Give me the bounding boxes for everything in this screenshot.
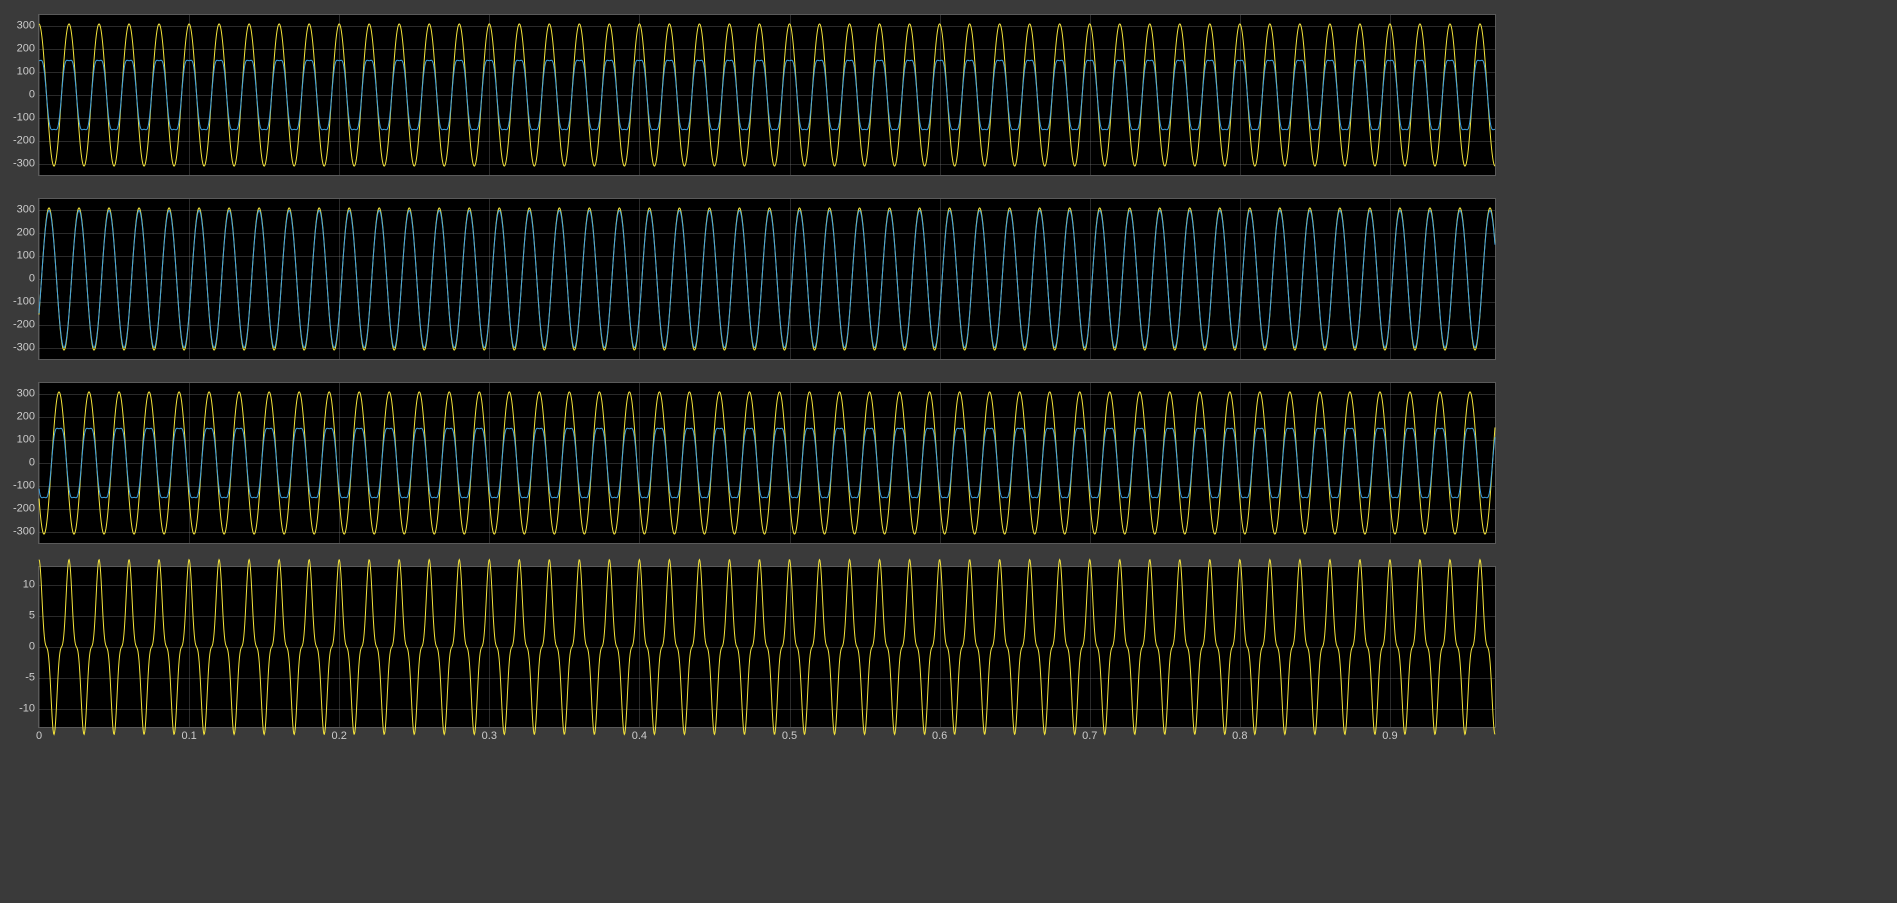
xtick-label: 0.4 (632, 727, 647, 742)
subplot-4-ytick-label: -10 (19, 703, 39, 714)
xtick-label: 0.2 (332, 727, 347, 742)
subplot-1-ytick-label: 100 (17, 67, 39, 78)
subplot-1-ytick-label: 300 (17, 21, 39, 32)
subplot-2-plot (39, 199, 1495, 359)
xtick-label: 0.9 (1382, 727, 1397, 742)
subplot-1[interactable]: -300-200-1000100200300 (38, 14, 1496, 176)
xtick-label: 0.1 (181, 727, 196, 742)
subplot-1-ytick-label: -100 (13, 112, 39, 123)
subplot-2-ytick-label: -100 (13, 296, 39, 307)
subplot-3-ytick-label: 0 (29, 458, 39, 469)
series-2-blue (39, 210, 1495, 347)
subplot-3-ytick-label: 200 (17, 412, 39, 423)
series-1-blue (39, 60, 1495, 130)
subplot-2-ytick-label: 100 (17, 251, 39, 262)
subplot-3[interactable]: -300-200-1000100200300 (38, 382, 1496, 544)
subplot-3-ytick-label: -300 (13, 526, 39, 537)
subplot-4-ytick-label: -5 (25, 672, 39, 683)
subplot-1-plot (39, 15, 1495, 175)
subplot-2[interactable]: -300-200-1000100200300 (38, 198, 1496, 360)
xtick-label: 0 (36, 727, 42, 742)
subplot-2-ytick-label: 200 (17, 228, 39, 239)
subplot-2-ytick-label: 0 (29, 274, 39, 285)
subplot-4-ytick-label: 5 (29, 611, 39, 622)
subplot-2-ytick-label: 300 (17, 205, 39, 216)
subplot-2-ytick-label: -200 (13, 319, 39, 330)
subplot-3-plot (39, 383, 1495, 543)
xtick-label: 0.5 (782, 727, 797, 742)
subplot-2-ytick-label: -300 (13, 342, 39, 353)
subplot-1-ytick-label: 200 (17, 44, 39, 55)
subplot-1-ytick-label: -200 (13, 135, 39, 146)
subplot-3-ytick-label: -200 (13, 503, 39, 514)
subplot-4-ytick-label: 10 (23, 580, 39, 591)
series-3-blue (39, 428, 1495, 498)
xtick-label: 0.8 (1232, 727, 1247, 742)
xtick-label: 0.6 (932, 727, 947, 742)
series-4-yellow (39, 560, 1495, 735)
subplot-1-ytick-label: 0 (29, 90, 39, 101)
subplot-3-ytick-label: 100 (17, 435, 39, 446)
xtick-label: 0.7 (1082, 727, 1097, 742)
series-3-yellow (39, 392, 1495, 534)
subplot-3-ytick-label: -100 (13, 480, 39, 491)
scope-container: -300-200-1000100200300-300-200-100010020… (0, 0, 1897, 903)
subplot-4[interactable]: -10-5051000.10.20.30.40.50.60.70.80.9 (38, 566, 1496, 728)
xtick-label: 0.3 (482, 727, 497, 742)
subplot-4-ytick-label: 0 (29, 642, 39, 653)
subplot-4-plot (39, 567, 1495, 727)
subplot-3-ytick-label: 300 (17, 389, 39, 400)
subplot-1-ytick-label: -300 (13, 158, 39, 169)
